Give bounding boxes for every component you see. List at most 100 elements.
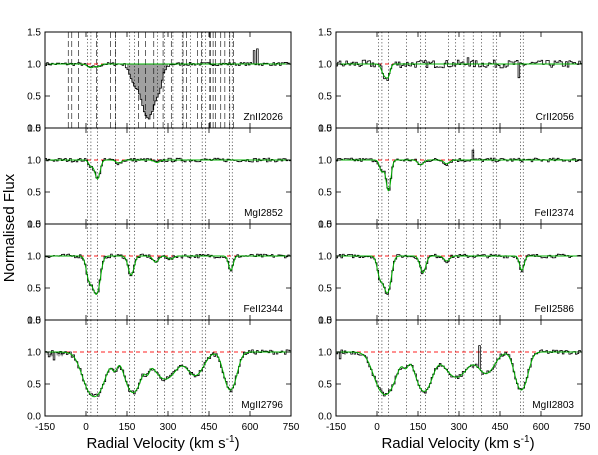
- data-spectrum: [336, 149, 582, 191]
- y-tick-label: 0.0: [318, 412, 332, 423]
- model-fit: [336, 351, 582, 396]
- x-tick-label: 300: [160, 422, 177, 433]
- panel-plot-area: [45, 128, 291, 224]
- x-tick-label: 0: [374, 422, 380, 433]
- x-axis-label-right-unit-exponent: -1: [521, 434, 530, 445]
- y-tick-label: 0.0: [27, 220, 41, 231]
- blend-bin: [46, 352, 49, 355]
- y-tick-label: 0.5: [27, 92, 41, 103]
- model-fit: [336, 63, 582, 79]
- x-tick-label: 600: [242, 422, 259, 433]
- panel-plot-area: [45, 320, 291, 416]
- y-tick-label: 0.0: [27, 316, 41, 327]
- data-spectrum: [336, 57, 582, 81]
- model-fit: [45, 351, 291, 398]
- panel-FeII2586: 0.0 0.5 1.0 1.5 FeII2586: [318, 220, 583, 327]
- panel-ZnII2026: 0.0 0.5 1.0 1.5 ZnII2026: [27, 28, 292, 135]
- model-fit: [45, 159, 291, 180]
- panel-plot-area: [45, 32, 291, 128]
- blend-bin: [337, 352, 340, 354]
- ion-label: MgII2803: [532, 400, 574, 411]
- blend-bin: [56, 352, 59, 356]
- panel-plot-area: [45, 224, 291, 320]
- x-axis-label-left-close: ): [235, 435, 240, 452]
- x-tick-label: 0: [83, 422, 89, 433]
- y-tick-label: 1.5: [27, 220, 41, 231]
- x-tick-label: 750: [574, 422, 591, 433]
- x-axis-label-right: Radial Velocity (km s-1): [381, 434, 534, 452]
- panel-plot-area: [336, 224, 582, 320]
- x-tick-label: 450: [201, 422, 218, 433]
- y-tick-label: 1.0: [27, 348, 41, 359]
- data-spectrum: [336, 345, 582, 397]
- y-tick-label: 0.5: [27, 188, 41, 199]
- y-tick-label: 0.5: [27, 284, 41, 295]
- panel-plot-area: [336, 32, 582, 128]
- y-tick-label: 1.0: [318, 348, 332, 359]
- y-tick-label: 1.0: [318, 252, 332, 263]
- y-tick-label: 0.0: [318, 124, 332, 135]
- blend-bin: [51, 352, 54, 357]
- x-axis-label-left-unit-exponent: -1: [226, 434, 235, 445]
- ion-label: FeII2344: [244, 304, 284, 315]
- x-axis-label-right-text: Radial Velocity (km s: [381, 435, 520, 452]
- x-axis-label-left: Radial Velocity (km s-1): [86, 434, 239, 452]
- x-axis-label-right-close: ): [530, 435, 535, 452]
- data-spectrum: [336, 253, 582, 295]
- model-fit: [336, 159, 582, 192]
- ion-label: MgI2852: [244, 208, 283, 219]
- blend-bin: [58, 352, 60, 357]
- ion-label: CrII2056: [536, 112, 575, 123]
- y-tick-label: 0.5: [27, 380, 41, 391]
- data-spectrum: [45, 349, 291, 397]
- x-tick-label: -150: [35, 422, 55, 433]
- data-spectrum: [45, 253, 291, 294]
- y-tick-label: 1.5: [27, 124, 41, 135]
- x-tick-label: 600: [533, 422, 550, 433]
- panel-plot-area: [336, 320, 582, 416]
- panel-plot-area: [336, 128, 582, 224]
- panel-CrII2056: 0.0 0.5 1.0 1.5 CrII2056: [318, 28, 583, 135]
- ion-label: MgII2796: [241, 400, 283, 411]
- x-tick-label: 450: [492, 422, 509, 433]
- y-tick-label: 0.0: [27, 124, 41, 135]
- y-tick-label: 0.5: [318, 92, 332, 103]
- model-fit: [45, 255, 291, 295]
- y-tick-label: 0.5: [318, 188, 332, 199]
- y-tick-label: 1.0: [318, 60, 332, 71]
- y-tick-label: 0.0: [318, 220, 332, 231]
- panel-FeII2374: 0.0 0.5 1.0 1.5 FeII2374: [318, 124, 583, 231]
- data-spectrum: [45, 157, 291, 179]
- y-tick-label: 1.0: [318, 156, 332, 167]
- blend-bin: [339, 352, 341, 354]
- y-axis-label: Normalised Flux: [1, 173, 18, 282]
- model-fit: [336, 255, 582, 294]
- y-tick-label: 1.5: [318, 316, 332, 327]
- ion-label: FeII2586: [535, 304, 575, 315]
- x-axis-label-left-text: Radial Velocity (km s: [86, 435, 225, 452]
- y-tick-label: 0.5: [318, 284, 332, 295]
- panel-MgI2852: 0.0 0.5 1.0 1.5 MgI2852: [27, 124, 292, 231]
- y-tick-label: 0.5: [318, 380, 332, 391]
- ion-label: ZnII2026: [244, 112, 284, 123]
- x-tick-label: 750: [283, 422, 300, 433]
- blend-bin: [344, 352, 346, 355]
- y-tick-label: 1.5: [318, 28, 332, 39]
- x-tick-label: -150: [326, 422, 346, 433]
- blend-region: [127, 64, 168, 119]
- y-tick-label: 1.5: [318, 124, 332, 135]
- y-tick-label: 1.0: [27, 60, 41, 71]
- y-tick-label: 1.0: [27, 252, 41, 263]
- panel-FeII2344: 0.0 0.5 1.0 1.5 FeII2344: [27, 220, 292, 327]
- blend-bin: [336, 352, 338, 354]
- data-spectrum: [45, 48, 291, 120]
- blend-bin: [53, 352, 55, 354]
- y-tick-label: 0.0: [27, 412, 41, 423]
- y-tick-label: 1.5: [27, 28, 41, 39]
- y-tick-label: 1.5: [318, 220, 332, 231]
- y-tick-label: 1.5: [27, 316, 41, 327]
- blend-bin: [59, 352, 62, 356]
